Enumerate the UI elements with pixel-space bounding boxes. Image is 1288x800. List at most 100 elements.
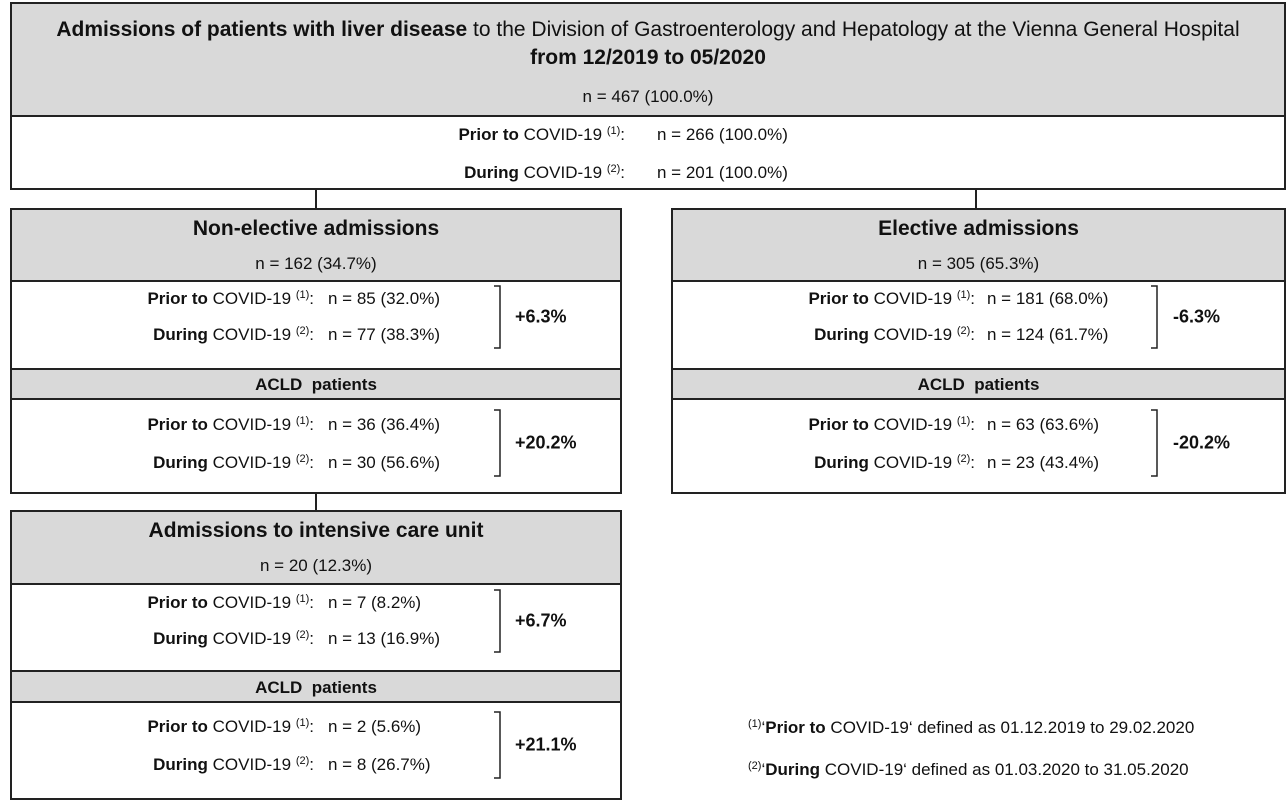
suffix: :: [309, 453, 314, 472]
row-value: n = 30 (56.6%): [328, 453, 440, 472]
period: During: [153, 755, 208, 774]
note: (1): [295, 717, 310, 729]
suffix: :: [309, 325, 314, 344]
suffix: :: [970, 415, 975, 434]
row-value: n = 63 (63.6%): [987, 415, 1099, 434]
bracket-line: [494, 589, 501, 653]
label: COVID-19: [212, 717, 292, 736]
label: COVID-19: [873, 453, 953, 472]
title-part: from 12/2019 to 05/2020: [530, 46, 766, 69]
bracket: [494, 589, 501, 653]
label: COVID-19: [212, 415, 292, 434]
suffix: :: [970, 453, 975, 472]
note: (2): [606, 163, 621, 175]
row-value: n = 181 (68.0%): [987, 289, 1109, 308]
period: During: [765, 760, 821, 779]
group-total: n = 20 (12.3%): [260, 556, 372, 575]
suffix: :: [309, 593, 314, 612]
note: (1): [606, 125, 621, 137]
suffix: :: [309, 415, 314, 434]
label: COVID-19: [212, 593, 292, 612]
subgroup-title: ACLD patients: [917, 375, 1040, 394]
note: (1): [748, 718, 762, 730]
row-label: Prior to COVID-19 (1):: [808, 415, 975, 435]
period: Prior to: [147, 289, 208, 308]
row-label: Prior to COVID-19 (1):: [458, 125, 625, 145]
period: During: [153, 453, 208, 472]
row-label: Prior to COVID-19 (1):: [147, 593, 314, 613]
row-value: n = 13 (16.9%): [328, 629, 440, 648]
group-title: Admissions to intensive care unit: [148, 519, 484, 542]
group-total: n = 162 (34.7%): [255, 254, 377, 273]
period: Prior to: [765, 718, 826, 737]
footnote-text: COVID-19‘ defined as 01.12.2019 to 29.02…: [825, 718, 1195, 737]
bracket-line: [494, 409, 501, 477]
period: Prior to: [458, 125, 519, 144]
note: (2): [295, 629, 310, 641]
row-label: Prior to COVID-19 (1):: [808, 289, 975, 309]
group-box: Admissions to intensive care unit n = 20 …: [10, 510, 622, 800]
group-title: Non-elective admissions: [192, 217, 440, 240]
change: -20.2%: [1173, 432, 1231, 453]
subgroup-header: ACLD patients: [673, 368, 1284, 400]
bracket-line: [494, 711, 501, 779]
label: COVID-19: [523, 125, 603, 144]
connector: [975, 188, 977, 210]
quote: ‘: [761, 718, 766, 737]
suffix: :: [620, 163, 625, 182]
group-header: Non-elective admissions n = 162 (34.7%): [12, 210, 620, 282]
footnote: (2)‘During COVID-19‘ defined as 01.03.20…: [748, 760, 1189, 780]
bracket: [1151, 409, 1158, 477]
group-header: Elective admissions n = 305 (65.3%): [673, 210, 1284, 282]
label: COVID-19: [523, 163, 603, 182]
note: (2): [295, 453, 310, 465]
label: COVID-19: [212, 289, 292, 308]
period: Prior to: [147, 593, 208, 612]
label: COVID-19: [212, 755, 292, 774]
row-label: Prior to COVID-19 (1):: [147, 717, 314, 737]
label: COVID-19: [873, 415, 953, 434]
row-label: Prior to COVID-19 (1):: [147, 415, 314, 435]
group-header: Admissions to intensive care unit n = 20 …: [12, 512, 620, 585]
group-box: Elective admissions n = 305 (65.3%) Prior …: [671, 208, 1286, 494]
change: -6.3%: [1173, 306, 1221, 327]
row-value: n = 2 (5.6%): [328, 717, 422, 736]
change: +6.3%: [515, 306, 567, 327]
subgroup-header: ACLD patients: [12, 670, 620, 703]
note: (1): [295, 593, 310, 605]
row-value: n = 124 (61.7%): [987, 325, 1109, 344]
suffix: :: [970, 325, 975, 344]
bracket-line: [1151, 285, 1158, 349]
row-value: n = 77 (38.3%): [328, 325, 440, 344]
bracket: [494, 711, 501, 779]
suffix: :: [309, 717, 314, 736]
note: (2): [748, 760, 762, 772]
row-label: During COVID-19 (2):: [153, 755, 314, 775]
row-value: n = 8 (26.7%): [328, 755, 431, 774]
bracket: [494, 409, 501, 477]
note: (2): [956, 453, 971, 465]
group-title: Elective admissions: [878, 217, 1079, 240]
subgroup-title: ACLD patients: [255, 677, 377, 697]
bracket-line: [494, 285, 501, 349]
row-value: n = 23 (43.4%): [987, 453, 1099, 472]
period: Prior to: [808, 415, 869, 434]
change: +6.7%: [515, 610, 567, 631]
row-label: During COVID-19 (2):: [153, 453, 314, 473]
quote: ‘: [761, 760, 766, 779]
header-total: n = 467 (100.0%): [582, 87, 714, 106]
period: During: [153, 629, 208, 648]
row-value: n = 36 (36.4%): [328, 415, 440, 434]
suffix: :: [620, 125, 625, 144]
row-label: During COVID-19 (2):: [153, 629, 314, 649]
title-part: to the Division of Gastroenterology and …: [467, 18, 1240, 41]
row-label: During COVID-19 (2):: [153, 325, 314, 345]
label: COVID-19: [212, 453, 292, 472]
change: +20.2%: [515, 432, 577, 453]
connector: [315, 188, 317, 210]
note: (2): [956, 325, 971, 337]
row-value: n = 85 (32.0%): [328, 289, 440, 308]
label: COVID-19: [873, 325, 953, 344]
row-label: During COVID-19 (2):: [464, 163, 625, 183]
suffix: :: [309, 629, 314, 648]
